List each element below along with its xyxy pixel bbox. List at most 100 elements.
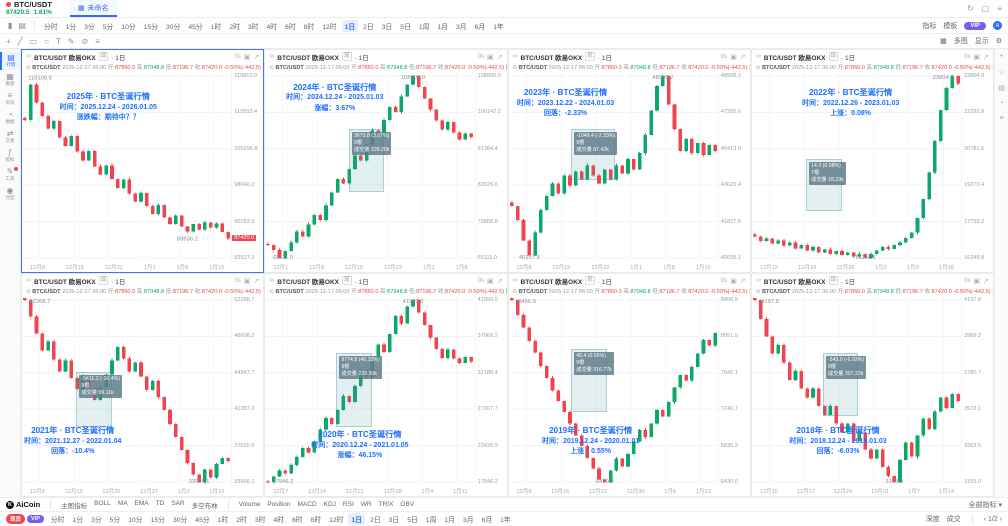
timeframe-2日[interactable]: 2日 bbox=[363, 23, 374, 31]
measure-box[interactable]: -243.0 (-6.03%) 9根 成交量 307.22k bbox=[822, 353, 866, 416]
timeframe-1日[interactable]: 1日 bbox=[341, 19, 359, 32]
sidebar-item-行情[interactable]: ▤ 行情 bbox=[0, 52, 20, 70]
indicators-button[interactable]: 指标 bbox=[922, 22, 937, 30]
indicator-Position[interactable]: Position bbox=[267, 501, 291, 508]
camera-icon[interactable]: ▣ bbox=[730, 53, 737, 61]
price-axis[interactable]: 8456.9 8051.5 7646.1 7240.7 6835.3 6430.0 bbox=[717, 296, 750, 486]
indicator-RSI[interactable]: RSI bbox=[342, 501, 354, 508]
settings-gear-icon[interactable]: ⚙ bbox=[995, 38, 1002, 45]
indicator-TD[interactable]: TD bbox=[155, 499, 165, 507]
expand-icon[interactable]: ↗ bbox=[496, 277, 503, 285]
measure-box[interactable]: 14.3 (0.08%) 7根 成交量 18.23k bbox=[806, 159, 846, 211]
tab-unnamed[interactable]: ▦ 未命名 bbox=[69, 0, 117, 17]
timeframe-5日[interactable]: 5日 bbox=[407, 517, 418, 524]
rectangle-tool-icon[interactable]: ▭ bbox=[29, 36, 38, 46]
timeframe-分时[interactable]: 分时 bbox=[50, 517, 65, 524]
timeframe-10分[interactable]: 10分 bbox=[128, 517, 143, 524]
chart-panel-7[interactable]: ∞ BTC/USDT 欧易OKX 现 · 1日 0s ▣ ↗ ⊙ BTC/USDT 2025-… bbox=[750, 273, 994, 497]
chart-plot[interactable]: 108900.0 65111.0 2024年 · BTC圣诞行情 时间：2024.12… bbox=[265, 72, 475, 262]
chart-plot[interactable]: 52268.7 33966.1 2021年 · BTC圣诞行情 时间：2021.12.… bbox=[22, 296, 231, 486]
timeframe-3日[interactable]: 3日 bbox=[388, 517, 400, 524]
timeframe-6月[interactable]: 6月 bbox=[474, 23, 486, 31]
indicator-MA[interactable]: MA bbox=[117, 499, 128, 507]
timeframe-4时[interactable]: 4时 bbox=[273, 517, 284, 524]
measure-box[interactable]: -1049.4 (-2.33%) 9根 成交量 87.42k bbox=[571, 129, 618, 181]
timeframe-1年[interactable]: 1年 bbox=[493, 23, 504, 31]
link-icon[interactable]: ∞ bbox=[512, 277, 518, 284]
timeframe-30分[interactable]: 30分 bbox=[166, 23, 181, 31]
sidebar-item-看盘[interactable]: ▦ 看盘 bbox=[0, 71, 20, 89]
timeframe-1年[interactable]: 1年 bbox=[500, 517, 511, 524]
expand-icon[interactable]: ↗ bbox=[983, 277, 989, 285]
timeframe-45分[interactable]: 45分 bbox=[195, 517, 210, 524]
camera-icon[interactable]: ▣ bbox=[973, 277, 981, 285]
chart-panel-0[interactable]: ∞ BTC/USDT 欧易OKX 现 · 1日 0s ▣ ↗ ⊙ BTC/USDT 2025-… bbox=[21, 49, 265, 273]
camera-icon[interactable]: ▣ bbox=[243, 53, 251, 61]
link-icon[interactable]: ∞ bbox=[512, 53, 518, 60]
sidebar-item-工具[interactable]: ✎ 工具 bbox=[0, 166, 20, 184]
timeframe-2时[interactable]: 2时 bbox=[236, 517, 247, 524]
camera-icon[interactable]: ▣ bbox=[487, 53, 494, 61]
timeframe-45分[interactable]: 45分 bbox=[188, 23, 203, 31]
camera-icon[interactable]: ▣ bbox=[487, 277, 494, 285]
display-button[interactable]: 显示 bbox=[974, 38, 989, 45]
link-icon[interactable]: ∞ bbox=[755, 277, 761, 284]
expand-icon[interactable]: ↗ bbox=[983, 53, 989, 61]
refresh-icon[interactable]: ↻ bbox=[967, 4, 974, 13]
chart-style-icon[interactable]: ▤ bbox=[18, 21, 26, 30]
chart-plot[interactable]: 48998.2 40157.3 2023年 · BTC圣诞行情 时间：2023.12.… bbox=[508, 72, 718, 262]
timeframe-3月[interactable]: 3月 bbox=[456, 23, 467, 31]
price-axis[interactable]: 41950.0 37069.2 32188.4 27307.7 22426.9 17546… bbox=[474, 296, 507, 486]
pencil-icon[interactable]: ✎ bbox=[67, 36, 75, 46]
expand-icon[interactable]: ↗ bbox=[496, 53, 503, 61]
measure-box[interactable]: 3675.8 (3.67%) 9根 成交量 228.20k bbox=[348, 129, 392, 192]
camera-icon[interactable]: ▣ bbox=[973, 53, 981, 61]
link-icon[interactable]: ∞ bbox=[26, 53, 31, 60]
expand-icon[interactable]: ↗ bbox=[739, 277, 746, 285]
timeframe-1日[interactable]: 1日 bbox=[348, 513, 366, 525]
timeframe-1周[interactable]: 1周 bbox=[418, 23, 430, 31]
measure-box[interactable]: -5411.2 (-10.4%) 9根 成交量 99.11k bbox=[76, 372, 122, 428]
sidebar-item-数据[interactable]: ◔ 数据 bbox=[0, 109, 20, 127]
rightbar-icon-4[interactable]: ≡ bbox=[999, 115, 1004, 122]
timeframe-2时[interactable]: 2时 bbox=[229, 23, 240, 31]
indicator-KDJ[interactable]: KDJ bbox=[323, 501, 336, 508]
price-axis[interactable]: 119810.0 112553.4 105296.8 98040.2 90783.6 83… bbox=[231, 72, 263, 262]
chart-plot[interactable]: 118108.8 88836.2 2025年 · BTC圣诞行情 时间：2025.12… bbox=[22, 72, 231, 262]
eraser-icon[interactable]: ⊘ bbox=[81, 36, 89, 46]
measure-box[interactable]: 9774.8 (46.15%) 9根 成交量 228.20k bbox=[336, 353, 382, 428]
price-axis[interactable]: 108900.0 100142.2 91384.4 82626.6 73868.8 651… bbox=[474, 72, 507, 262]
camera-icon[interactable]: ▣ bbox=[243, 277, 251, 285]
window-icon[interactable]: ▢ bbox=[981, 4, 990, 13]
timeframe-1分[interactable]: 1分 bbox=[72, 517, 84, 524]
crosshair-icon[interactable]: + bbox=[6, 36, 11, 46]
price-axis[interactable]: 4197.8 3989.2 3780.7 3572.1 3363.5 3155.0 bbox=[961, 296, 993, 486]
timeframe-2日[interactable]: 2日 bbox=[370, 517, 381, 524]
timeframe-5分[interactable]: 5分 bbox=[109, 517, 121, 524]
indicator-SAR[interactable]: SAR bbox=[171, 499, 185, 507]
link-icon[interactable]: ∞ bbox=[269, 277, 275, 284]
symbol-block[interactable]: BTC/USDT 87420.5 1.81% bbox=[6, 1, 52, 16]
chart-panel-2[interactable]: ∞ BTC/USDT 欧易OKX 现 · 1日 0s ▣ ↗ ⊙ BTC/USDT 2025-… bbox=[507, 49, 751, 273]
timeframe-1时[interactable]: 1时 bbox=[217, 517, 229, 524]
candle-type-icon[interactable]: ▮ bbox=[8, 21, 13, 30]
indicator-主图指标[interactable]: 主图指标 bbox=[61, 502, 88, 510]
chart-panel-1[interactable]: ∞ BTC/USDT 欧易OKX 现 · 1日 0s ▣ ↗ ⊙ BTC/USDT 2025-… bbox=[264, 49, 508, 273]
expand-icon[interactable]: ↗ bbox=[253, 53, 260, 61]
rightbar-icon-0[interactable]: + bbox=[999, 53, 1004, 60]
timeframe-10分[interactable]: 10分 bbox=[121, 23, 136, 31]
timeframe-12时[interactable]: 12时 bbox=[322, 23, 337, 31]
indicator-TRIX[interactable]: TRIX bbox=[378, 501, 394, 508]
sidebar-item-指标[interactable]: ƒ 指标 bbox=[0, 147, 20, 165]
indicator-EMA[interactable]: EMA bbox=[134, 499, 149, 507]
avatar[interactable]: A bbox=[993, 21, 1002, 30]
timeframe-5日[interactable]: 5日 bbox=[400, 23, 411, 31]
timeframe-5分[interactable]: 5分 bbox=[102, 23, 114, 31]
timeframe-15分[interactable]: 15分 bbox=[150, 517, 165, 524]
timeframe-6时[interactable]: 6时 bbox=[285, 23, 296, 31]
indicator-BOLL[interactable]: BOLL bbox=[94, 499, 111, 507]
chart-plot[interactable]: 8456.9 6430.0 2019年 · BTC圣诞行情 时间：2019.12.24… bbox=[508, 296, 718, 486]
chart-panel-3[interactable]: ∞ BTC/USDT 欧易OKX 现 · 1日 0s ▣ ↗ ⊙ BTC/USDT 2025-… bbox=[750, 49, 994, 273]
timeframe-1周[interactable]: 1周 bbox=[425, 517, 437, 524]
sidebar-item-社区[interactable]: ◉ 社区 bbox=[0, 185, 20, 203]
